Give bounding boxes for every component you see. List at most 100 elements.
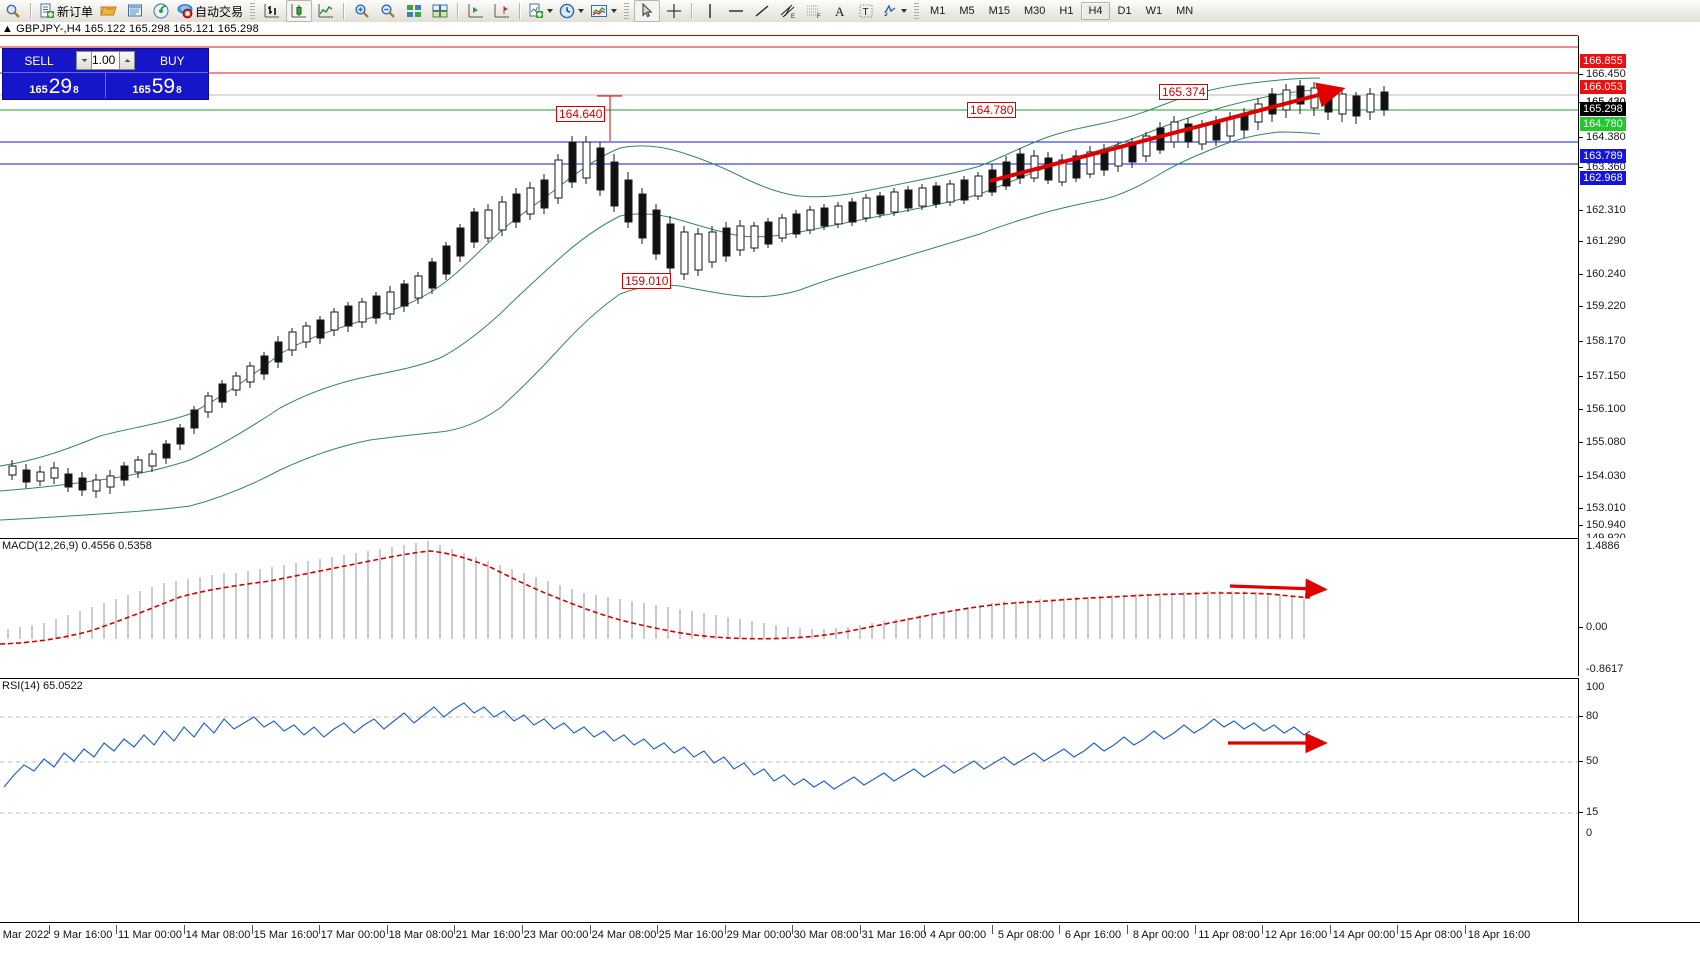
timeframe-h4[interactable]: H4 <box>1081 2 1110 20</box>
terminal-window-icon[interactable] <box>123 1 147 21</box>
time-axis-label: 12 Apr 16:00 <box>1264 929 1328 941</box>
timeframe-mn[interactable]: MN <box>1176 5 1194 17</box>
timeframe-w1[interactable]: W1 <box>1145 5 1163 17</box>
annotation-159010[interactable]: 159.010 <box>622 273 672 289</box>
text-label-tool-icon[interactable]: T <box>854 1 878 21</box>
zoom-out-icon[interactable] <box>376 1 400 21</box>
period-clock-button[interactable] <box>557 1 586 21</box>
tick-label: 158.170 <box>1586 335 1626 347</box>
bollinger-lower-band <box>0 131 1321 521</box>
line-chart-icon[interactable] <box>314 1 338 21</box>
cursor-tool-icon[interactable] <box>634 0 661 22</box>
time-axis[interactable]: Mar 2022 9 Mar 16:00 11 Mar 00:00 14 Mar 08… <box>0 922 1700 962</box>
volume-decrement-button[interactable] <box>76 51 92 70</box>
macd-indicator-label: MACD(12,26,9) 0.4556 0.5358 <box>2 540 152 552</box>
rsi-chart-svg <box>0 702 1578 814</box>
grid-windows-icon[interactable] <box>428 1 452 21</box>
chevron-down-icon[interactable] <box>611 9 618 13</box>
toolbar-grip[interactable] <box>624 3 630 19</box>
time-axis-label: 14 Mar 08:00 <box>185 929 251 941</box>
time-axis-separator <box>454 925 455 934</box>
bollinger-upper-band <box>0 77 1321 467</box>
zoom-in-icon[interactable] <box>350 1 374 21</box>
sell-button[interactable]: SELL <box>24 53 54 68</box>
buy-price-big: 165 <box>132 84 151 96</box>
chevron-down-icon[interactable] <box>578 9 585 13</box>
chart-area[interactable]: ▲ GBPJPY-,H4 165.122 165.298 165.121 165.… <box>0 22 1700 962</box>
timeframe-m15[interactable]: M15 <box>988 5 1010 17</box>
macd-pane[interactable]: MACD(12,26,9) 0.4556 0.5358 <box>0 538 1578 677</box>
annotation-164640[interactable]: 164.640 <box>556 106 606 122</box>
macd-axis[interactable]: 1.4886 0.00 -0.8617 <box>1578 538 1700 676</box>
time-axis-separator <box>116 925 117 934</box>
buy-price-sup: 8 <box>176 85 182 96</box>
chart-shift-icon[interactable] <box>402 1 426 21</box>
tick-label: 154.030 <box>1586 470 1626 482</box>
rsi-pane[interactable]: RSI(14) 65.0522 <box>0 678 1578 923</box>
chevron-down-icon[interactable] <box>901 9 908 13</box>
time-axis-separator <box>924 925 925 934</box>
auto-scroll-icon[interactable] <box>464 1 488 21</box>
price-pane[interactable] <box>0 36 1578 536</box>
volume-stepper[interactable]: 1.00 <box>76 51 136 70</box>
equidistant-channel-tool-icon[interactable]: E <box>776 1 800 21</box>
volume-input[interactable]: 1.00 <box>92 51 120 70</box>
timeframe-m5[interactable]: M5 <box>959 5 975 17</box>
timeframe-h1[interactable]: H1 <box>1059 5 1074 17</box>
time-axis-separator <box>522 925 523 934</box>
time-axis-label: 5 Apr 08:00 <box>997 929 1055 941</box>
bar-chart-icon[interactable] <box>260 1 284 21</box>
vertical-line-tool-icon[interactable] <box>698 1 722 21</box>
signals-icon[interactable] <box>149 1 173 21</box>
timeframe-d1[interactable]: D1 <box>1117 5 1132 17</box>
tick-label: 150.940 <box>1586 519 1626 531</box>
rsi-line <box>3 702 1311 790</box>
one-click-trading-panel[interactable]: SELL 1.00 BUY 165 29 8 <box>2 48 209 100</box>
bid-price-tag: 164.780 <box>1580 117 1626 131</box>
folder-icon[interactable] <box>97 1 121 21</box>
buy-divider <box>106 72 208 73</box>
time-axis-label: 29 Mar 00:00 <box>726 929 792 941</box>
time-axis-separator <box>1465 925 1466 934</box>
templates-button[interactable] <box>588 1 619 21</box>
horizontal-line-tool-icon[interactable] <box>724 1 748 21</box>
toolbar-grip[interactable] <box>914 3 920 19</box>
annotation-165374[interactable]: 165.374 <box>1159 84 1209 100</box>
buy-price-display[interactable]: 165 59 8 <box>105 72 208 98</box>
rsi-axis[interactable]: 100 80 50 15 0 <box>1578 678 1700 922</box>
autotrading-button[interactable]: 自动交易 <box>175 1 245 21</box>
buy-button[interactable]: BUY <box>160 53 185 68</box>
timeframe-m1[interactable]: M1 <box>930 5 946 17</box>
time-axis-separator <box>49 925 50 934</box>
search-icon[interactable] <box>1 1 25 21</box>
price-axis[interactable]: 166.450 165.430 164.380 163.360 162.310 … <box>1578 36 1700 546</box>
chart-symbol-text: GBPJPY-,H4 165.122 165.298 165.121 165.2… <box>16 23 259 35</box>
candlestick-chart-icon[interactable] <box>286 0 313 22</box>
add-indicator-button[interactable] <box>526 1 555 21</box>
time-axis-label: Mar 2022 <box>2 929 50 941</box>
chart-shift-marker-icon[interactable] <box>490 1 514 21</box>
toolbar-separator <box>519 3 522 19</box>
macd-chart-svg <box>0 541 1328 645</box>
volume-increment-button[interactable] <box>119 51 136 70</box>
chart-collapse-icon[interactable]: ▲ <box>2 23 14 35</box>
time-axis-label: 17 Mar 00:00 <box>320 929 386 941</box>
fibonacci-tool-icon[interactable]: F <box>802 1 826 21</box>
sell-price-display[interactable]: 165 29 8 <box>3 72 105 98</box>
text-tool-icon[interactable]: A <box>828 1 852 21</box>
crosshair-tool-icon[interactable] <box>662 1 686 21</box>
tick-label: 159.220 <box>1586 300 1626 312</box>
chevron-down-icon[interactable] <box>547 9 554 13</box>
trendline-tool-icon[interactable] <box>750 1 774 21</box>
time-axis-separator <box>1330 925 1331 934</box>
time-axis-separator <box>387 925 388 934</box>
annotation-164780[interactable]: 164.780 <box>967 102 1017 118</box>
timeframe-m30[interactable]: M30 <box>1024 5 1046 17</box>
resistance-price-tag: 166.053 <box>1580 80 1626 94</box>
time-axis-label: 9 Mar 16:00 <box>53 929 113 941</box>
new-order-button[interactable]: 新订单 <box>37 1 95 21</box>
arrows-tool-button[interactable] <box>880 1 909 21</box>
toolbar-grip[interactable] <box>250 3 256 19</box>
tick-label: 162.310 <box>1586 204 1626 216</box>
